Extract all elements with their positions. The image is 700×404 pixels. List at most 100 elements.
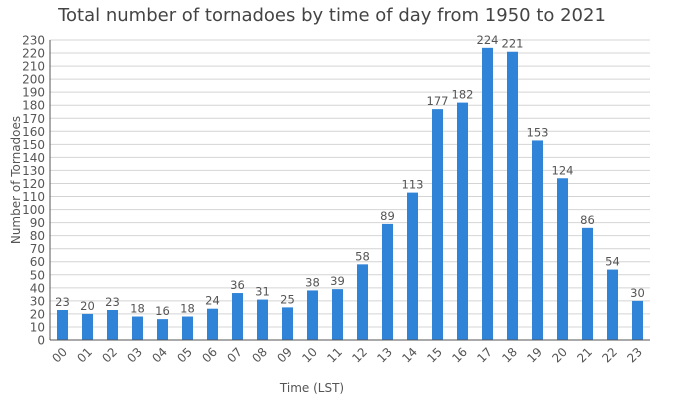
data-label-15: 177 bbox=[427, 94, 449, 108]
bar-10 bbox=[307, 290, 318, 340]
y-tick-label: 160 bbox=[22, 125, 45, 139]
bar-17 bbox=[482, 47, 493, 341]
data-label-13: 89 bbox=[380, 209, 395, 223]
bar-18 bbox=[507, 51, 518, 340]
x-tick-label-09: 09 bbox=[274, 345, 295, 366]
bar-03 bbox=[132, 316, 143, 340]
data-label-11: 39 bbox=[330, 274, 345, 288]
x-tick-label-00: 00 bbox=[49, 345, 70, 366]
data-label-00: 23 bbox=[55, 295, 70, 309]
y-tick-label: 220 bbox=[22, 47, 45, 61]
x-tick-label-17: 17 bbox=[474, 345, 495, 366]
data-label-10: 38 bbox=[305, 275, 320, 289]
bar-01 bbox=[82, 313, 93, 340]
x-tick-label-06: 06 bbox=[199, 345, 220, 366]
data-label-16: 182 bbox=[452, 88, 474, 102]
data-label-23: 30 bbox=[630, 286, 645, 300]
y-tick-label: 190 bbox=[22, 86, 45, 100]
data-label-01: 20 bbox=[80, 299, 95, 313]
bar-00 bbox=[57, 310, 68, 340]
y-tick-label: 150 bbox=[22, 138, 45, 152]
bar-12 bbox=[357, 264, 368, 340]
data-label-12: 58 bbox=[355, 249, 370, 263]
data-label-17: 224 bbox=[477, 33, 499, 47]
y-tick-label: 110 bbox=[22, 190, 45, 204]
y-tick-label: 70 bbox=[30, 242, 45, 256]
y-tick-label: 50 bbox=[30, 268, 45, 282]
data-label-06: 24 bbox=[205, 294, 220, 308]
bar-19 bbox=[532, 140, 543, 340]
y-tick-label: 170 bbox=[22, 112, 45, 126]
x-tick-label-05: 05 bbox=[174, 345, 195, 366]
data-label-18: 221 bbox=[502, 37, 524, 51]
y-axis-label: Number of Tornadoes bbox=[9, 116, 23, 244]
y-tick-label: 180 bbox=[22, 99, 45, 113]
bar-15 bbox=[432, 109, 443, 340]
x-tick-label-01: 01 bbox=[74, 345, 95, 366]
bars bbox=[57, 47, 643, 341]
x-tick-label-12: 12 bbox=[349, 345, 370, 366]
data-label-22: 54 bbox=[605, 255, 620, 269]
y-tick-label: 30 bbox=[30, 294, 45, 308]
bar-20 bbox=[557, 178, 568, 340]
x-tick-label-20: 20 bbox=[549, 345, 570, 366]
data-label-07: 36 bbox=[230, 278, 245, 292]
x-tick-label-13: 13 bbox=[374, 345, 395, 366]
bar-05 bbox=[182, 316, 193, 340]
data-label-20: 124 bbox=[552, 163, 574, 177]
data-label-08: 31 bbox=[255, 285, 270, 299]
data-label-02: 23 bbox=[105, 295, 120, 309]
bar-14 bbox=[407, 192, 418, 340]
y-tick-label: 40 bbox=[30, 281, 45, 295]
bar-09 bbox=[282, 307, 293, 340]
data-label-04: 16 bbox=[155, 304, 170, 318]
y-tick-label: 120 bbox=[22, 177, 45, 191]
bar-02 bbox=[107, 310, 118, 340]
x-axis-label: Time (LST) bbox=[279, 381, 344, 395]
y-tick-label: 20 bbox=[30, 307, 45, 321]
x-tick-label-21: 21 bbox=[574, 345, 595, 366]
data-labels: 23 20 23 18 16 18 24 36 31 25 38 39 58 89 113 177 182 224… bbox=[55, 33, 645, 318]
gridlines bbox=[50, 39, 650, 328]
y-tick-label: 60 bbox=[30, 255, 45, 269]
data-label-05: 18 bbox=[180, 302, 195, 316]
bar-11 bbox=[332, 289, 343, 340]
y-tick-label: 90 bbox=[30, 216, 45, 230]
x-axis-ticks: 00 01 02 03 04 05 06 07 08 09 10 11 12 13 14 15 16 17 18 19… bbox=[49, 345, 645, 366]
y-tick-label: 130 bbox=[22, 164, 45, 178]
data-label-09: 25 bbox=[280, 292, 295, 306]
x-tick-label-18: 18 bbox=[499, 345, 520, 366]
bar-07 bbox=[232, 293, 243, 340]
data-label-19: 153 bbox=[527, 125, 549, 139]
data-label-03: 18 bbox=[130, 302, 145, 316]
x-tick-label-02: 02 bbox=[99, 345, 120, 366]
x-tick-label-22: 22 bbox=[599, 345, 620, 366]
y-tick-label: 0 bbox=[37, 334, 45, 348]
chart-title: Total number of tornadoes by time of day… bbox=[57, 5, 606, 26]
y-tick-label: 10 bbox=[30, 320, 45, 334]
x-tick-label-19: 19 bbox=[524, 345, 545, 366]
bar-16 bbox=[457, 102, 468, 340]
x-tick-label-16: 16 bbox=[449, 345, 470, 366]
x-tick-label-10: 10 bbox=[299, 345, 320, 366]
x-tick-label-14: 14 bbox=[399, 345, 420, 366]
bar-08 bbox=[257, 299, 268, 340]
x-tick-label-04: 04 bbox=[149, 345, 170, 366]
data-label-14: 113 bbox=[402, 178, 424, 192]
y-tick-label: 210 bbox=[22, 60, 45, 74]
x-tick-label-23: 23 bbox=[624, 345, 645, 366]
y-tick-label: 200 bbox=[22, 73, 45, 87]
bar-21 bbox=[582, 227, 593, 340]
x-tick-label-03: 03 bbox=[124, 345, 145, 366]
x-tick-label-15: 15 bbox=[424, 345, 445, 366]
y-axis-ticks: 0102030405060708090100110120130140150160… bbox=[22, 34, 45, 348]
y-tick-label: 80 bbox=[30, 229, 45, 243]
x-tick-label-07: 07 bbox=[224, 345, 245, 366]
bar-13 bbox=[382, 223, 393, 340]
y-tick-label: 100 bbox=[22, 203, 45, 217]
y-tick-label: 140 bbox=[22, 151, 45, 165]
x-tick-label-08: 08 bbox=[249, 345, 270, 366]
x-tick-label-11: 11 bbox=[324, 345, 345, 366]
bar-22 bbox=[607, 269, 618, 340]
